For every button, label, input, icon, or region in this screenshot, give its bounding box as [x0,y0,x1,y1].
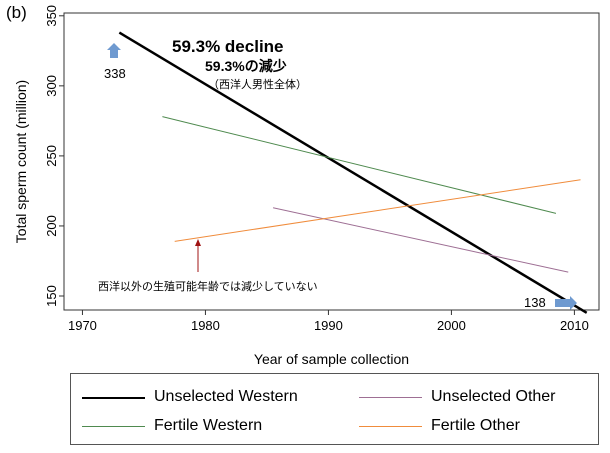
y-tick-label: 200 [44,215,59,237]
legend-swatch-unselected-other [359,397,422,398]
red-arrowhead-icon [195,239,201,246]
plot-area [63,12,600,311]
decline-annotation: 59.3% decline [172,37,284,56]
y-tick-label: 350 [44,5,59,27]
legend-label-unselected-other: Unselected Other [431,388,556,405]
decline-annotation-japanese: 59.3%の減少 [205,58,287,74]
line-chart: 1970 1980 1990 2000 2010 150 200 250 300 350 Year … [13,5,600,367]
legend-swatch-unselected-western [82,397,145,399]
x-tick-label: 1980 [191,318,220,333]
x-axis-label: Year of sample collection [254,351,409,367]
panel-label: (b) [6,3,27,22]
x-tick-label: 2010 [560,318,589,333]
start-value-arrow-icon [107,43,121,58]
end-value-arrow-icon [555,296,577,310]
end-value-label: 138 [524,295,546,310]
x-tick-label: 2000 [437,318,466,333]
legend-label-fertile-western: Fertile Western [154,417,263,434]
series-line-fertile-other [174,179,581,242]
decline-note: （西洋人男性全体） [208,77,307,91]
y-tick-label: 150 [44,285,59,307]
legend-swatch-fertile-other [359,426,422,427]
y-tick-label: 300 [44,75,59,97]
y-axis-label: Total sperm count (million) [13,80,29,243]
other-regions-note: 西洋以外の生殖可能年齢では減少していない [98,279,318,293]
x-tick-label: 1990 [314,318,343,333]
legend-label-fertile-other: Fertile Other [431,417,520,434]
x-tick-label: 1970 [68,318,97,333]
start-value-label: 338 [104,66,126,81]
y-tick-label: 250 [44,145,59,167]
legend-label-unselected-western: Unselected Western [154,388,298,405]
legend: Unselected Western Unselected Other Fert… [70,373,599,445]
legend-swatch-fertile-western [82,426,145,427]
series-line-fertile-western [162,116,557,214]
series-line-unselected-western [118,31,588,314]
